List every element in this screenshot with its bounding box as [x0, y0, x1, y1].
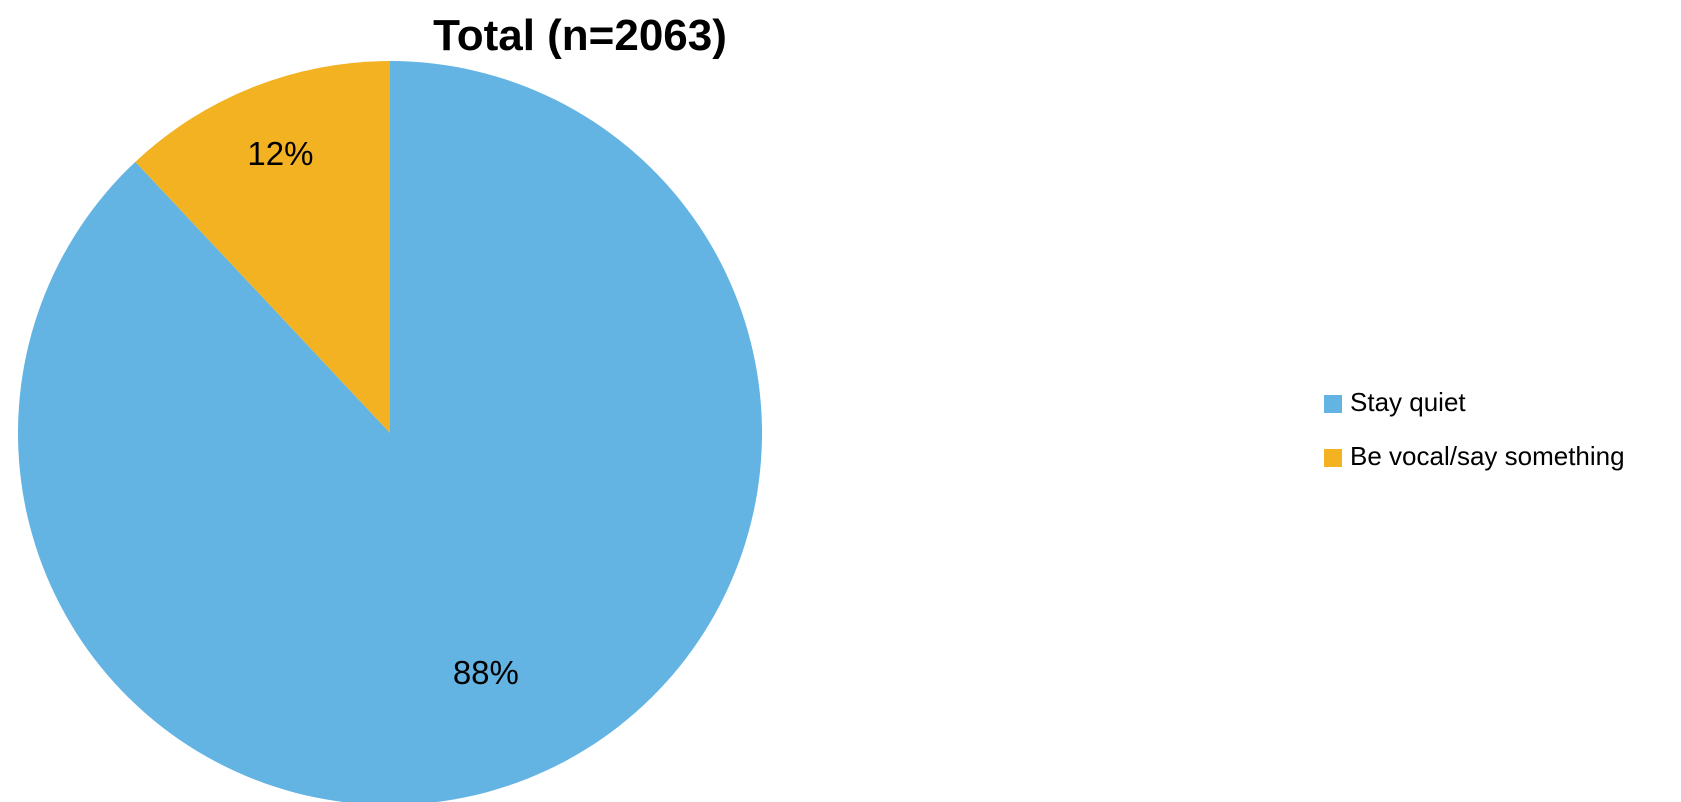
legend-label-stay-quiet: Stay quiet — [1350, 387, 1466, 417]
pie-slices — [18, 61, 762, 802]
chart-title: Total (n=2063) — [433, 11, 727, 60]
pie-data-labels: 88% 12% — [247, 135, 518, 691]
legend-swatch-be-vocal-say-something — [1324, 449, 1342, 467]
legend-label-be-vocal-say-something: Be vocal/say something — [1350, 441, 1625, 471]
pie-slice-stay-quiet — [18, 61, 762, 802]
legend: Stay quiet Be vocal/say something — [1324, 387, 1625, 471]
legend-swatch-stay-quiet — [1324, 395, 1342, 413]
pie-slice-be-vocal-say-something — [135, 61, 390, 433]
data-label-be-vocal-say-something: 12% — [247, 135, 313, 172]
data-label-stay-quiet: 88% — [453, 654, 519, 691]
